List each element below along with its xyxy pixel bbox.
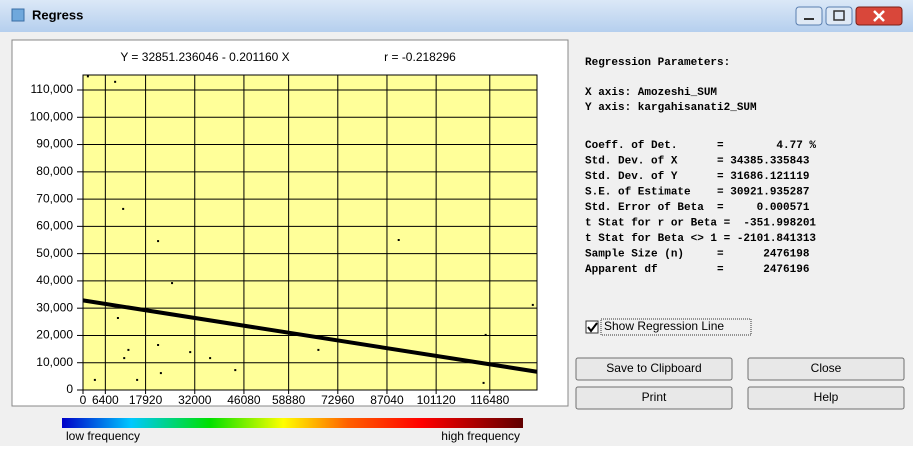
scatter-point	[93, 378, 96, 381]
x-tick-label: 101120	[417, 393, 456, 407]
button-label: Print	[642, 390, 667, 404]
maximize-icon	[833, 10, 845, 21]
y-tick-label: 40,000	[36, 273, 73, 287]
checkbox[interactable]	[585, 320, 599, 334]
plot-area	[82, 74, 538, 391]
scatter-point	[122, 207, 125, 210]
x-tick-label: 32000	[178, 393, 212, 407]
y-tick-label: 60,000	[36, 219, 73, 233]
colorbar-high-label: high frequency	[441, 429, 520, 443]
regression-equation: Y = 32851.236046 - 0.201160 X	[120, 50, 289, 64]
parameter-line: Std. Error of Beta = 0.000571	[585, 202, 810, 214]
regression-line	[82, 298, 538, 374]
y-tick-label: 0	[66, 382, 73, 396]
button[interactable]	[575, 386, 733, 410]
y-tick-label: 110,000	[31, 82, 74, 96]
parameters-heading: Regression Parameters:	[585, 57, 730, 69]
scatter-point	[484, 333, 487, 336]
parameter-line: Std. Dev. of Y = 31686.121119	[585, 171, 809, 183]
x-tick-label: 87040	[370, 393, 404, 407]
y-tick-label: 30,000	[36, 300, 73, 314]
minimize-button[interactable]	[795, 6, 823, 26]
scatter-point	[171, 282, 174, 285]
maximize-button[interactable]	[825, 6, 853, 26]
axis-name: Y axis: kargahisanati2_SUM	[585, 102, 757, 114]
button-label: Save to Clipboard	[606, 361, 701, 375]
title-bar	[0, 0, 913, 32]
y-tick-label: 90,000	[36, 137, 73, 151]
parameters: X axis: Amozeshi_SUM Y axis: kargahisanat…	[585, 87, 816, 276]
y-tick-label: 50,000	[36, 246, 73, 260]
parameter-line: t Stat for r or Beta = -351.998201	[585, 217, 816, 229]
x-tick-label: 58880	[272, 393, 306, 407]
scatter-point	[397, 239, 400, 241]
button-label: Help	[814, 390, 839, 404]
button[interactable]	[747, 386, 905, 410]
y-tick-label: 100,000	[30, 109, 74, 123]
scatter-point	[234, 369, 237, 372]
x-tick-label: 72960	[321, 393, 355, 407]
x-tick-label: 116480	[470, 393, 509, 407]
colorbar-low-label: low frequency	[66, 429, 140, 443]
y-tick-label: 20,000	[36, 328, 73, 342]
close-icon	[873, 10, 885, 22]
x-tick-label: 17920	[129, 393, 163, 407]
correlation: r = -0.218296	[384, 50, 456, 64]
color-bar	[62, 418, 523, 428]
window-title: Regress	[32, 7, 83, 22]
buttons: Save to Clipboard Close Print Help	[575, 357, 905, 410]
checkmark	[587, 322, 598, 333]
parameter-line: Apparent df = 2476196	[585, 264, 809, 276]
y-tick-label: 80,000	[36, 164, 73, 178]
focus-rect	[600, 318, 752, 336]
scatter-point	[127, 348, 130, 351]
scatter-point	[531, 303, 534, 306]
parameter-line: Sample Size (n) = 2476198	[585, 248, 810, 260]
axis-name: X axis: Amozeshi_SUM	[585, 87, 717, 99]
parameter-line: Coeff. of Det. = 4.77 %	[585, 140, 816, 152]
scatter-point	[157, 240, 160, 243]
button[interactable]	[575, 357, 733, 381]
parameter-line: S.E. of Estimate = 30921.935287	[585, 186, 809, 198]
scatter-point	[123, 357, 126, 360]
button-label: Close	[811, 361, 842, 375]
app-icon	[11, 8, 25, 22]
y-tick-label: 70,000	[36, 191, 73, 205]
minimize-icon	[804, 18, 814, 20]
scatter-point	[317, 348, 320, 351]
y-tick-label: 10,000	[36, 355, 73, 369]
x-tick-label: 6400	[92, 393, 119, 407]
scatter-point	[114, 80, 117, 83]
parameter-line: t Stat for Beta <> 1 = -2101.841313	[585, 233, 816, 245]
scatter-point	[136, 378, 139, 381]
checkbox-label: Show Regression Line	[604, 319, 724, 333]
x-tick-label: 46080	[227, 393, 261, 407]
scatter-point	[157, 344, 160, 346]
parameter-line: Std. Dev. of X = 34385.335843	[585, 155, 810, 167]
scatter-point	[159, 372, 162, 375]
scatter-point	[116, 317, 119, 319]
scatter-point	[209, 357, 212, 360]
scatter-point	[86, 75, 89, 78]
button[interactable]	[747, 357, 905, 381]
scatter-point	[482, 381, 485, 384]
x-tick-label: 0	[80, 393, 87, 407]
scatter-point	[189, 351, 192, 354]
